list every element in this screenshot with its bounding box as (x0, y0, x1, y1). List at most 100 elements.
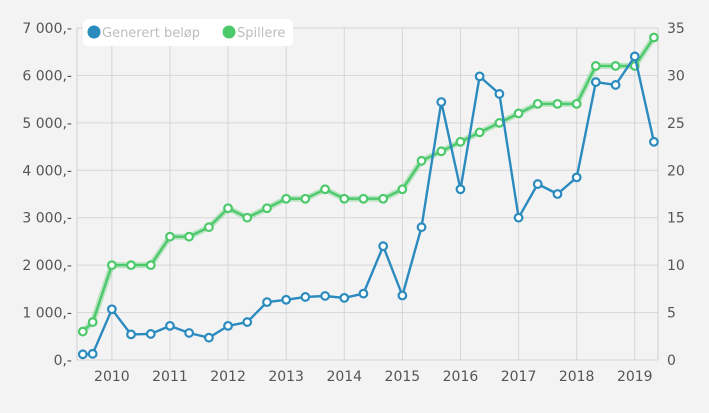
data-point[interactable] (223, 203, 233, 214)
data-point[interactable] (87, 348, 98, 359)
data-point[interactable] (590, 61, 601, 71)
data-point[interactable] (339, 292, 350, 303)
x-tick-label: 2011 (152, 369, 188, 385)
y-right-tick-label: 10 (667, 258, 685, 274)
data-point[interactable] (571, 172, 582, 183)
x-tick-label: 2018 (559, 369, 595, 385)
y-left-tick-label: 3 000,- (22, 211, 72, 227)
data-point[interactable] (455, 184, 466, 195)
legend-swatch (87, 25, 101, 39)
x-tick-label: 2015 (385, 369, 421, 385)
x-tick-label: 2013 (268, 369, 304, 385)
data-point[interactable] (397, 184, 408, 195)
data-point[interactable] (77, 326, 88, 337)
data-point[interactable] (590, 77, 601, 87)
data-point[interactable] (610, 80, 621, 90)
data-point[interactable] (474, 71, 485, 82)
series-1 (77, 32, 659, 337)
data-point[interactable] (649, 32, 659, 43)
axis-ticks: 0,- 0 1 000,- 5 2 000,- 10 3 000,- 15 4 000,- 20 5… (22, 21, 684, 385)
data-point[interactable] (203, 332, 214, 343)
data-point[interactable] (494, 89, 505, 99)
y-left-tick-label: 0,- (54, 353, 72, 369)
data-point[interactable] (262, 297, 272, 308)
data-point[interactable] (474, 127, 485, 138)
data-point[interactable] (532, 98, 543, 109)
data-point[interactable] (145, 329, 156, 339)
data-point[interactable] (436, 146, 447, 157)
data-point[interactable] (126, 329, 136, 340)
data-point[interactable] (106, 260, 117, 271)
data-point[interactable] (552, 98, 563, 109)
data-point[interactable] (397, 290, 408, 301)
data-point[interactable] (436, 97, 447, 107)
legend-label: Spillere (237, 26, 285, 41)
data-point[interactable] (87, 317, 98, 327)
data-point[interactable] (300, 292, 311, 302)
data-point[interactable] (513, 108, 524, 119)
data-point[interactable] (320, 291, 330, 301)
legend-item[interactable]: Spillere (222, 25, 286, 42)
y-left-tick-label: 7 000,- (22, 21, 72, 37)
legend-swatch (222, 25, 236, 39)
data-point[interactable] (242, 212, 253, 223)
y-right-tick-label: 25 (667, 116, 685, 132)
x-tick-label: 2012 (210, 369, 246, 385)
x-tick-label: 2017 (501, 369, 537, 385)
data-point[interactable] (165, 231, 175, 242)
data-point[interactable] (262, 203, 272, 214)
series-0 (77, 51, 659, 360)
data-point[interactable] (126, 260, 136, 271)
data-point[interactable] (203, 222, 214, 233)
data-point[interactable] (106, 304, 117, 315)
legend[interactable]: Generert beløp Spillere (83, 19, 293, 46)
y-left-tick-label: 6 000,- (22, 68, 72, 84)
data-point[interactable] (513, 212, 524, 223)
data-point[interactable] (610, 61, 621, 71)
data-point[interactable] (281, 193, 292, 204)
legend-box (83, 19, 293, 46)
data-point[interactable] (416, 222, 427, 233)
x-tick-label: 2014 (326, 369, 362, 385)
y-left-tick-label: 2 000,- (22, 258, 72, 274)
data-point[interactable] (455, 136, 466, 147)
x-tick-label: 2016 (443, 369, 479, 385)
data-point[interactable] (532, 179, 543, 189)
legend-label: Generert beløp (102, 26, 200, 41)
data-point[interactable] (184, 231, 195, 242)
data-point[interactable] (223, 320, 233, 331)
data-point[interactable] (77, 349, 88, 360)
x-tick-label: 2010 (94, 369, 130, 385)
y-left-tick-label: 5 000,- (22, 116, 72, 132)
data-point[interactable] (649, 136, 659, 147)
y-right-tick-label: 15 (667, 211, 685, 227)
legend-item[interactable]: Generert beløp (87, 25, 201, 42)
data-point[interactable] (281, 294, 292, 305)
y-right-tick-label: 5 (667, 306, 676, 322)
y-left-tick-label: 1 000,- (22, 306, 72, 322)
data-point[interactable] (571, 98, 582, 109)
data-point[interactable] (242, 317, 253, 327)
data-point[interactable] (494, 117, 505, 128)
data-point[interactable] (145, 260, 156, 271)
data-point[interactable] (184, 328, 195, 338)
data-point[interactable] (552, 189, 563, 199)
series-layer (77, 32, 659, 360)
data-point[interactable] (416, 155, 427, 166)
data-point[interactable] (320, 184, 330, 195)
data-point[interactable] (629, 51, 640, 62)
x-tick-label: 2019 (617, 369, 653, 385)
data-point[interactable] (378, 193, 389, 204)
data-point[interactable] (358, 193, 369, 204)
data-point[interactable] (378, 241, 389, 252)
y-right-tick-label: 0 (667, 353, 676, 369)
data-point[interactable] (339, 193, 350, 204)
data-point[interactable] (300, 193, 311, 204)
y-right-tick-label: 35 (667, 21, 685, 37)
y-right-tick-label: 30 (667, 68, 685, 84)
data-point[interactable] (358, 288, 369, 299)
data-point[interactable] (165, 320, 175, 331)
